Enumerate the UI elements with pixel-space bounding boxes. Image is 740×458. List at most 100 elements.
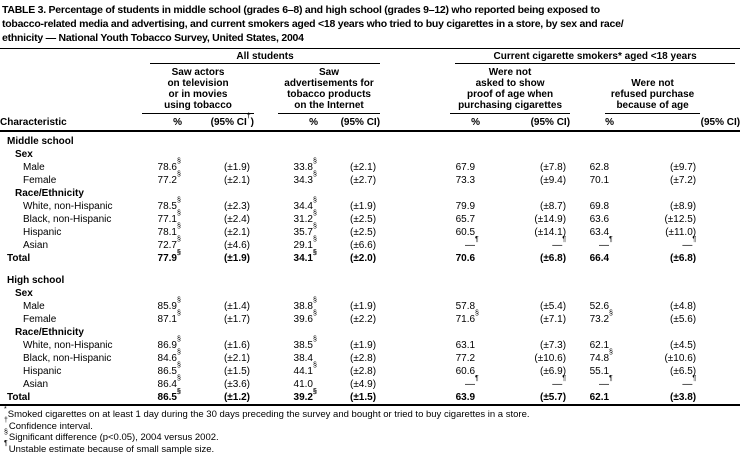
cell-value: 77.9 [157, 253, 177, 264]
percent-cell: 77.9§ [157, 248, 181, 264]
row-label: White, non-Hispanic [23, 201, 113, 212]
cell-value: (±7.3) [539, 340, 567, 351]
table-row: White, non-Hispanic 78.5§ (±2.3) 34.4§ (±1.9… [0, 196, 740, 213]
percent-cell: 34.1§ [293, 248, 317, 264]
cell-value: (±10.6) [534, 353, 567, 364]
footnotes: *Smoked cigarettes on at least 1 day dur… [0, 406, 740, 455]
table-row: Black, non-Hispanic 84.6§ (±2.1) 38.4 (±2.8)… [0, 349, 740, 365]
ci-cell: (±10.6) [480, 352, 570, 365]
cell-value: (±4.5) [670, 340, 697, 351]
cell-value: (±2.3) [223, 201, 250, 212]
cell-value: 86.5 [157, 366, 177, 377]
cell-value: 63.9 [455, 392, 476, 403]
cell-value: (±4.8) [670, 301, 697, 312]
cell-value: 63.1 [455, 340, 476, 351]
percent-cell: 77.2§ [157, 170, 181, 186]
cell-value: 34.1 [293, 253, 313, 264]
ci-cell: (±1.2) [182, 391, 254, 405]
ci-cell: (±7.3) [480, 339, 570, 352]
footnote-text: Smoked cigarettes on at least 1 day duri… [7, 409, 530, 420]
cell-value: 71.6 [455, 314, 476, 325]
ci-cell: (±2.7) [318, 174, 380, 187]
percent-cell: 35.7§ [293, 222, 317, 238]
row-label: Black, non-Hispanic [23, 353, 112, 364]
cell-value: 78.6 [157, 162, 177, 173]
cell-value: (±3.8) [670, 392, 697, 403]
cell-value: 73.3 [455, 175, 476, 186]
percent-cell: 38.8§ [293, 296, 317, 312]
cell-value: 29.1 [293, 240, 313, 251]
table-row: Race/Ethnicity [0, 187, 740, 200]
percent-cell: 62.1 [570, 339, 614, 352]
cell-value: (±2.5) [349, 214, 377, 225]
footnote: ¶Unstable estimate because of small samp… [4, 440, 736, 456]
cell-value: (±2.0) [349, 253, 377, 264]
percent-cell: 44.1§ [293, 361, 317, 377]
ci-cell: (±10.6) [614, 352, 740, 365]
cell-value: (±4.9) [349, 379, 377, 390]
footnote-mark: ¶ [562, 374, 567, 382]
cell-value: (±1.5) [349, 392, 377, 403]
cell-value: (±1.4) [223, 301, 250, 312]
data-table: All students Current cigarette smokers* … [0, 48, 740, 406]
footnote-mark: † [4, 417, 8, 425]
ci-cell: (±12.5) [614, 213, 740, 226]
row-label: Asian [23, 379, 49, 390]
group-header-current-smokers: Current cigarette smokers* aged <18 year… [380, 49, 740, 64]
cell-value: — [599, 379, 610, 390]
ci-cell: (±1.9) [182, 252, 254, 265]
cell-value: 55.1 [589, 366, 610, 377]
ci-cell: (±1.5) [318, 391, 380, 405]
table-row: Total 86.5§ (±1.2) 39.2§ (±1.5) 63.9 (±5.7) 62.… [0, 388, 740, 405]
percent-cell: 86.5§ [157, 361, 181, 377]
percent-cell: —¶ [599, 235, 613, 251]
ci-cell: (±1.5) [182, 365, 254, 378]
percent-cell: 60.5 [380, 226, 480, 239]
percent-cell: 78.5§ [157, 196, 181, 212]
row-label: Hispanic [23, 227, 62, 238]
cell-value: 86.5 [157, 392, 177, 403]
cell-value: 63.6 [589, 214, 610, 225]
percent-cell: 34.4§ [293, 196, 317, 212]
cell-value: — [552, 240, 563, 251]
ci-cell: (±1.9) [318, 339, 380, 352]
row-label: Asian [23, 240, 49, 251]
ci-cell: (±1.7) [182, 313, 254, 326]
cell-value: — [682, 379, 693, 390]
cell-value: 77.2 [157, 175, 177, 186]
table-row: Sex [0, 287, 740, 300]
ci-cell: (±2.3) [182, 200, 254, 213]
footnote-text: Unstable estimate because of small sampl… [8, 443, 215, 455]
group-label: Current cigarette smokers* aged <18 year… [455, 49, 736, 64]
ci-header: (95% CI) [480, 114, 571, 132]
table-row: Sex [0, 148, 740, 161]
ci-cell: (±14.9) [480, 213, 570, 226]
cell-value: 84.6 [157, 353, 177, 364]
table-row: Female 77.2§ (±2.1) 34.3§ (±2.7) 73.3 (±9.4) 70… [0, 170, 740, 187]
cell-value: 34.3 [293, 175, 313, 186]
percent-cell: 70.1 [570, 174, 614, 187]
cell-value: 69.8 [589, 201, 610, 212]
row-label: Male [23, 162, 45, 173]
percent-cell: 29.1§ [293, 235, 317, 251]
cell-value: (±9.7) [670, 162, 697, 173]
ci-header: (95% CI) [318, 114, 381, 132]
cell-value: (±2.8) [349, 366, 377, 377]
percent-cell: 38.5§ [293, 335, 317, 351]
cell-value: (±5.7) [539, 392, 567, 403]
cell-value: 85.9 [157, 301, 177, 312]
cell-value: 73.2 [589, 314, 610, 325]
ci-cell: (±1.9) [318, 200, 380, 213]
cell-value: — [682, 240, 693, 251]
table-row: Female 87.1§ (±1.7) 39.6§ (±2.2) 71.6§ (±7.1) 7… [0, 310, 740, 326]
cell-value: (±2.4) [223, 214, 250, 225]
cell-value: (±6.6) [349, 240, 377, 251]
table-row: Hispanic 86.5§ (±1.5) 44.1§ (±2.8) 60.6 (±6.9)… [0, 361, 740, 378]
cell-value: (±7.8) [539, 162, 567, 173]
cell-value: 67.9 [455, 162, 476, 173]
row-label: Race/Ethnicity [15, 327, 84, 338]
percent-cell: 38.4 [254, 352, 318, 365]
table-row: Asian 72.7§ (±4.6) 29.1§ (±6.6) —¶ —¶ —¶ —¶ [0, 235, 740, 252]
percent-cell: 63.4 [570, 226, 614, 239]
cell-value: — [552, 379, 563, 390]
